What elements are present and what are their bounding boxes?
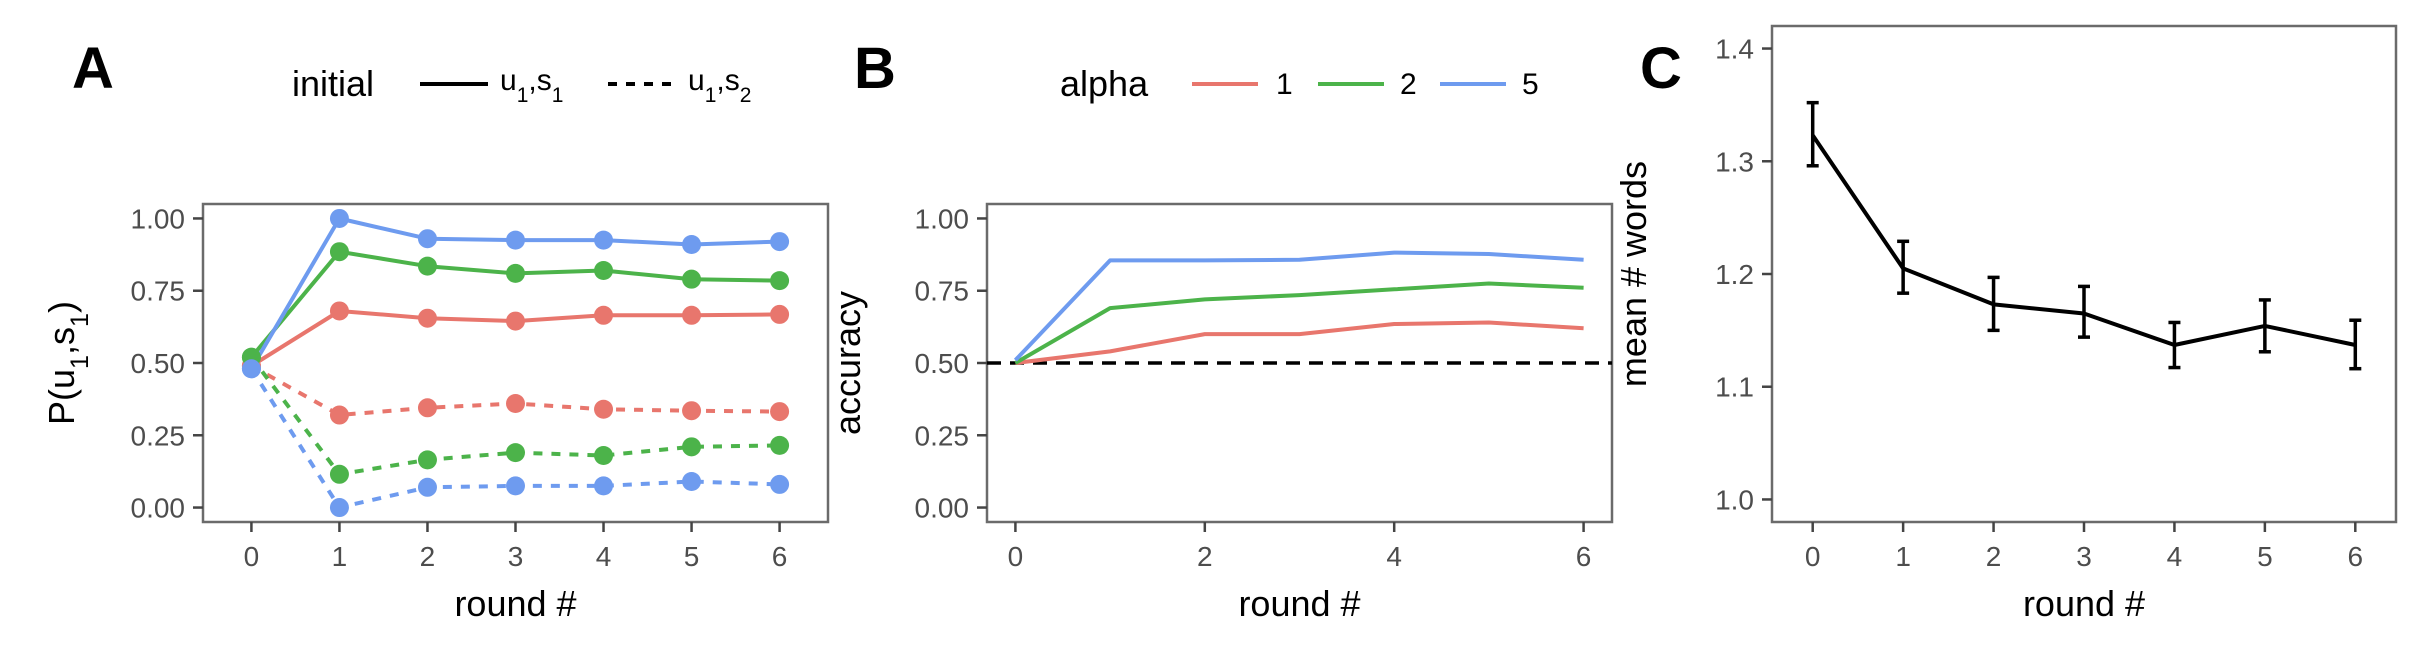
data-point <box>329 498 349 518</box>
data-point <box>506 311 525 331</box>
x-axis-title: round # <box>1238 583 1360 624</box>
x-tick-label: 0 <box>244 541 260 572</box>
series-line <box>1013 250 1584 362</box>
series-line <box>1015 320 1584 365</box>
data-point <box>417 398 437 418</box>
x-tick-label: 3 <box>508 541 524 572</box>
legend-label-alpha-2: 2 <box>1400 68 1417 101</box>
data-point <box>506 443 525 463</box>
series-line <box>1014 281 1584 365</box>
x-tick-label: 5 <box>2257 541 2273 572</box>
data-point <box>506 476 525 496</box>
x-tick-label: 1 <box>332 541 348 572</box>
x-tick-label: 1 <box>1895 541 1911 572</box>
data-point <box>594 446 614 466</box>
panel-letter-c: C <box>1640 36 1682 101</box>
x-tick-label: 4 <box>2167 541 2183 572</box>
data-point <box>506 263 525 283</box>
data-point <box>770 435 790 455</box>
data-point <box>682 472 702 492</box>
data-point <box>506 393 525 413</box>
data-point <box>770 304 790 324</box>
data-point <box>417 450 437 470</box>
x-axis-title: round # <box>2023 583 2145 624</box>
data-point <box>241 359 261 379</box>
x-tick-label: 5 <box>684 541 700 572</box>
data-point <box>329 208 349 228</box>
data-point <box>770 474 790 494</box>
y-tick-label: 0.50 <box>131 348 186 379</box>
data-point <box>770 402 790 422</box>
x-axis-title: round # <box>454 583 576 624</box>
plot-frame <box>1770 24 2398 524</box>
x-tick-label: 6 <box>772 541 788 572</box>
x-tick-label: 0 <box>1008 541 1024 572</box>
x-tick-label: 2 <box>420 541 436 572</box>
data-point <box>682 401 702 421</box>
data-point <box>682 437 702 457</box>
data-point <box>770 232 790 252</box>
data-point <box>417 308 437 328</box>
panel-c: C 1.0 1.1 1.2 1.3 1.4 0 1 2 3 4 5 6 round # mean # wor… <box>1613 24 2398 624</box>
data-point <box>594 476 614 496</box>
y-tick-label: 0.25 <box>131 420 186 451</box>
data-point <box>417 256 437 276</box>
plot-frame <box>201 202 830 524</box>
data-point <box>682 234 702 254</box>
data-point <box>417 229 437 249</box>
y-tick-label: 0.00 <box>915 493 970 524</box>
data-point <box>417 477 437 497</box>
legend-label-alpha-5: 5 <box>1522 68 1539 101</box>
data-point <box>329 464 349 484</box>
x-tick-label: 2 <box>1197 541 1213 572</box>
y-tick-label: 1.4 <box>1715 34 1754 65</box>
data-point <box>329 301 349 321</box>
y-tick-label: 1.3 <box>1715 146 1754 177</box>
data-point <box>770 271 790 291</box>
x-tick-label: 0 <box>1805 541 1821 572</box>
legend-label-u1s2: u1,s2 <box>688 64 751 107</box>
x-tick-label: 2 <box>1986 541 2002 572</box>
x-tick-label: 4 <box>1386 541 1402 572</box>
data-point <box>329 405 349 425</box>
x-tick-label: 4 <box>596 541 612 572</box>
data-point <box>594 260 614 280</box>
y-tick-label: 1.0 <box>1715 484 1754 515</box>
x-tick-label: 6 <box>1576 541 1592 572</box>
y-tick-label: 1.00 <box>131 203 186 234</box>
data-point <box>506 230 525 250</box>
x-tick-label: 3 <box>2076 541 2092 572</box>
legend-title-alpha: alpha <box>1060 63 1149 104</box>
data-point <box>329 242 349 262</box>
y-tick-label: 0.25 <box>915 420 970 451</box>
legend-title-initial: initial <box>292 63 374 104</box>
data-point <box>594 230 614 250</box>
y-tick-label: 0.50 <box>915 348 970 379</box>
panel-letter-b: B <box>854 36 896 101</box>
y-tick-label: 1.1 <box>1715 372 1754 403</box>
y-tick-label: 0.75 <box>131 276 186 307</box>
y-axis-title: accuracy <box>827 291 868 435</box>
y-tick-label: 0.75 <box>915 276 970 307</box>
x-tick-label: 6 <box>2348 541 2364 572</box>
y-tick-label: 0.00 <box>131 493 186 524</box>
data-point <box>594 399 614 419</box>
data-point <box>682 269 702 289</box>
y-axis-title: P(u1,s1) <box>41 301 94 425</box>
y-axis-title: mean # words <box>1613 161 1654 387</box>
data-point <box>682 305 702 325</box>
data-point <box>594 305 614 325</box>
legend-label-alpha-1: 1 <box>1276 68 1293 101</box>
panel-letter-a: A <box>72 36 114 101</box>
legend-label-u1s1: u1,s1 <box>500 64 563 107</box>
y-tick-label: 1.2 <box>1715 259 1754 290</box>
y-tick-label: 1.00 <box>915 203 970 234</box>
